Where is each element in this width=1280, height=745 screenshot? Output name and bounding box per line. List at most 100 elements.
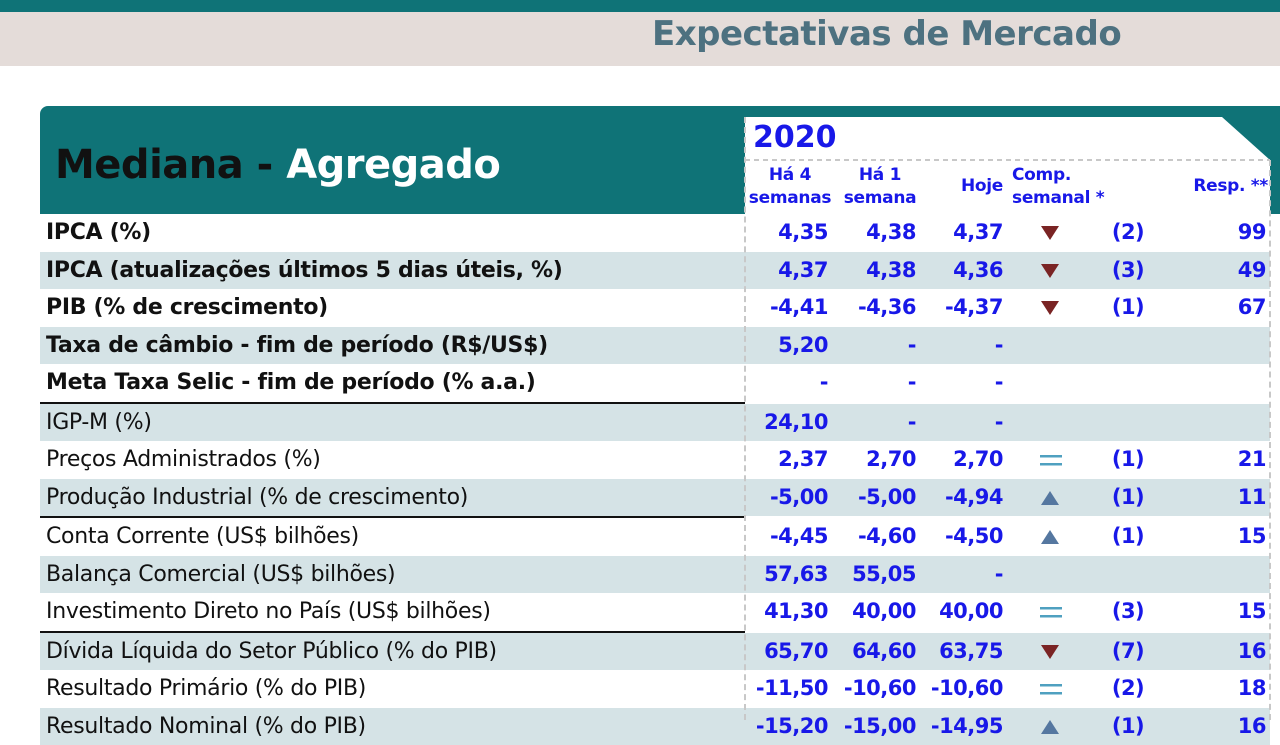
cell-value: 4,38 [866,257,916,282]
cell-value: -5,00 [769,484,829,509]
weekly-change: (3) [1111,599,1145,623]
cell-value: 4,38 [866,220,916,244]
cell-value: -4,41 [769,295,829,319]
responses: 11 [1237,484,1267,509]
column-header: Hoje [922,175,1042,198]
cell-value: 24,10 [764,409,828,434]
trend-down [1041,644,1059,659]
cell-value: 4,37 [953,220,1003,244]
cell-value: -4,60 [857,524,917,548]
responses: 16 [1237,638,1267,663]
group-rule [40,516,745,518]
responses: 99 [1237,220,1267,244]
trend-down [1041,226,1059,240]
row-label: PIB (% de crescimento) [46,295,328,320]
weekly-change: (1) [1111,295,1145,319]
row-label: IPCA (%) [46,220,151,245]
trend-equal [1040,455,1062,466]
cell-value: - [819,370,829,394]
column-header: Há 4 semanas [730,164,850,210]
cell-value: 2,70 [866,447,916,471]
header-line: semanas [748,188,832,208]
table-row: Balança Comercial (US$ bilhões) 57,63 55,0… [40,555,1270,593]
column-header: Há 1 semana [820,164,940,210]
cell-value: - [994,370,1004,394]
table-row: Meta Taxa Selic - fim de período (% a.a.… [40,364,1270,401]
table-row: IPCA (%) 4,35 4,38 4,37 (2) 99 [40,214,1270,251]
header-line: semanal * [1012,188,1105,208]
table-row: PIB (% de crescimento) -4,41 -4,36 -4,37 (1)… [40,289,1270,326]
year: 2020 [753,120,837,155]
responses: 67 [1237,295,1267,319]
cell-value: - [994,561,1004,586]
weekly-change: (2) [1111,676,1145,700]
header-line: Hoje [960,176,1004,196]
cell-value: -5,00 [857,484,917,509]
row-label: Balança Comercial (US$ bilhões) [46,561,396,587]
cell-value: 55,05 [852,561,916,586]
cell-value: 4,37 [778,257,828,282]
responses: 18 [1237,676,1267,700]
cell-value: -14,95 [930,713,1004,738]
responses: 16 [1237,713,1267,738]
column-header: Resp. ** [1148,175,1268,198]
table-row: Investimento Direto no País (US$ bilhões… [40,593,1270,630]
page-title: Expectativas de Mercado [652,14,1122,54]
row-label: Dívida Líquida do Setor Público (% do PI… [46,638,497,664]
trend-up [1041,719,1059,734]
cell-value: -4,50 [944,524,1004,548]
cell-value: - [907,370,917,394]
row-label: Resultado Nominal (% do PIB) [46,713,366,739]
panel-title: Mediana - Agregado [55,142,501,188]
cell-value: - [994,332,1004,357]
row-label: Produção Industrial (% de crescimento) [46,484,469,510]
cell-value: 2,37 [778,447,828,471]
trend-up [1041,490,1059,505]
weekly-change: (2) [1111,220,1145,244]
weekly-change: (1) [1111,524,1145,548]
table-row: Resultado Nominal (% do PIB) -15,20 -15,00… [40,707,1270,745]
table-row: Resultado Primário (% do PIB) -11,50 -10,6… [40,670,1270,707]
cell-value: 65,70 [764,638,828,663]
row-label: IPCA (atualizações últimos 5 dias úteis,… [46,257,563,283]
title-light: Agregado [286,142,501,188]
row-label: Resultado Primário (% do PIB) [46,676,367,701]
title-dark: Mediana - [55,142,273,188]
top-bar [0,0,1280,12]
cell-value: 57,63 [764,561,828,586]
row-label: Taxa de câmbio - fim de período (R$/US$) [46,332,548,358]
trend-down [1041,301,1059,315]
table-row: Dívida Líquida do Setor Público (% do PI… [40,632,1270,670]
cell-value: 64,60 [852,638,916,663]
table-row: IPCA (atualizações últimos 5 dias úteis,… [40,251,1270,289]
cell-value: 4,36 [953,257,1003,282]
responses: 15 [1237,599,1267,623]
table-row: Produção Industrial (% de crescimento) -5… [40,478,1270,516]
cell-value: 4,35 [778,220,828,244]
cell-value: 40,00 [939,599,1003,623]
divider [1269,160,1271,720]
cell-value: -10,60 [843,676,917,700]
table-row: Taxa de câmbio - fim de período (R$/US$)… [40,326,1270,364]
row-label: Preços Administrados (%) [46,447,321,472]
cell-value: 41,30 [764,599,828,623]
cell-value: -4,45 [769,524,829,548]
row-label: Conta Corrente (US$ bilhões) [46,524,359,549]
cell-value: 40,00 [852,599,916,623]
cell-value: -11,50 [755,676,829,700]
cell-value: -10,60 [930,676,1004,700]
cell-value: - [994,409,1004,434]
header-line: Há 4 [768,165,812,185]
group-rule [40,630,745,633]
weekly-change: (7) [1111,638,1145,663]
row-label: Investimento Direto no País (US$ bilhões… [46,599,491,624]
cell-value: -4,36 [857,295,917,319]
cell-value: - [907,332,917,357]
row-label: Meta Taxa Selic - fim de período (% a.a.… [46,370,536,395]
header-band [0,12,1280,66]
responses: 49 [1237,257,1267,282]
row-label: IGP-M (%) [46,409,152,435]
table-row: Preços Administrados (%) 2,37 2,70 2,70 (1) 2… [40,441,1270,478]
column-header: Comp. semanal * [1012,164,1132,210]
